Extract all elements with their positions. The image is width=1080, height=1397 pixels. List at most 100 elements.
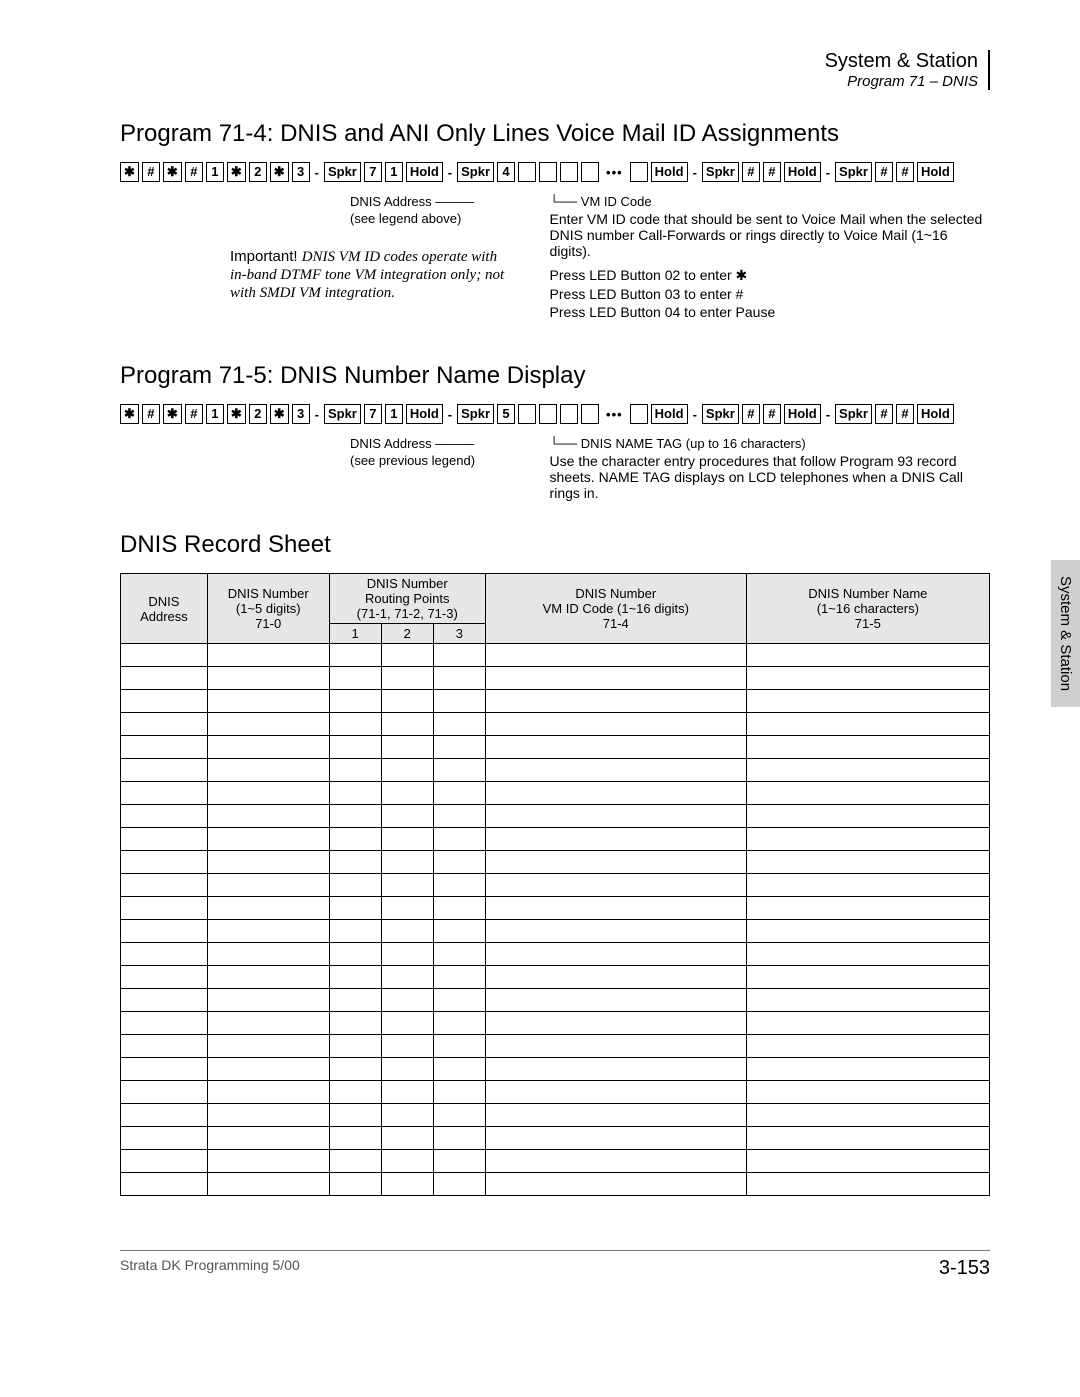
key-empty (581, 404, 599, 424)
table-cell (329, 713, 381, 736)
sep: - (313, 407, 321, 422)
table-cell (381, 1058, 433, 1081)
sep: - (446, 165, 454, 180)
table-cell (433, 1058, 485, 1081)
table-cell (485, 920, 746, 943)
annotations-71-4: DNIS Address ——— (see legend above) Impo… (120, 192, 990, 322)
key: 3 (292, 404, 310, 424)
table-cell (329, 736, 381, 759)
table-cell (381, 667, 433, 690)
table-cell (329, 1104, 381, 1127)
table-cell (329, 897, 381, 920)
table-cell (207, 1150, 329, 1173)
table-cell (381, 943, 433, 966)
annotations-71-5: DNIS Address ——— (see previous legend) └… (120, 434, 990, 503)
table-row (121, 1150, 990, 1173)
table-cell (329, 828, 381, 851)
table-cell (207, 1081, 329, 1104)
table-cell (207, 1127, 329, 1150)
table-cell (329, 644, 381, 667)
table-cell (121, 897, 208, 920)
table-cell (381, 874, 433, 897)
table-cell (121, 1104, 208, 1127)
key-hold: Hold (651, 162, 688, 182)
annot-right-l3: Press LED Button 04 to enter Pause (550, 304, 990, 320)
table-cell (485, 828, 746, 851)
table-row (121, 1058, 990, 1081)
table-cell (121, 805, 208, 828)
col-dnis-address: DNIS Address (121, 574, 208, 644)
key-spkr: Spkr (702, 162, 739, 182)
key: 7 (364, 162, 382, 182)
annot2-left-2: (see previous legend) (350, 453, 510, 468)
keystrip-71-4: ✱ # ✱ # 1 ✱ 2 ✱ 3 - Spkr 7 1 Hold - Spkr… (120, 162, 990, 182)
table-row (121, 1035, 990, 1058)
page-footer: Strata DK Programming 5/00 3-153 (120, 1250, 990, 1280)
table-cell (746, 805, 989, 828)
table-cell (746, 759, 989, 782)
table-cell (207, 1104, 329, 1127)
header-main: System & Station (120, 50, 978, 73)
table-cell (746, 828, 989, 851)
table-cell (485, 851, 746, 874)
key-spkr: Spkr (457, 162, 494, 182)
table-cell (329, 667, 381, 690)
table-cell (121, 943, 208, 966)
table-cell (746, 644, 989, 667)
table-cell (746, 1058, 989, 1081)
annot2-right-body: Use the character entry procedures that … (550, 453, 990, 501)
dots: ••• (602, 407, 627, 422)
section2-title: Program 71-5: DNIS Number Name Display (120, 362, 990, 390)
table-cell (485, 782, 746, 805)
table-cell (121, 966, 208, 989)
table-cell (207, 943, 329, 966)
table-cell (329, 943, 381, 966)
table-cell (121, 1173, 208, 1196)
key: # (142, 404, 160, 424)
table-cell (433, 644, 485, 667)
table-row (121, 1127, 990, 1150)
key: ✱ (227, 162, 246, 182)
table-cell (121, 759, 208, 782)
table-cell (746, 1035, 989, 1058)
key: ✱ (120, 404, 139, 424)
table-cell (746, 920, 989, 943)
table-cell (433, 1035, 485, 1058)
key: 7 (364, 404, 382, 424)
table-row (121, 690, 990, 713)
footer-page-number: 3-153 (939, 1257, 990, 1280)
table-cell (433, 782, 485, 805)
table-cell (381, 1104, 433, 1127)
table-cell (329, 759, 381, 782)
table-row (121, 736, 990, 759)
key-empty (560, 404, 578, 424)
table-cell (746, 851, 989, 874)
table-cell (746, 736, 989, 759)
key-hold: Hold (406, 404, 443, 424)
table-cell (746, 897, 989, 920)
table-cell (207, 920, 329, 943)
table-cell (207, 874, 329, 897)
key-empty (539, 404, 557, 424)
table-row (121, 667, 990, 690)
table-cell (485, 1127, 746, 1150)
sep: - (824, 407, 832, 422)
side-tab: System & Station (1051, 560, 1080, 707)
table-cell (381, 1127, 433, 1150)
table-cell (485, 667, 746, 690)
dnis-record-table: DNIS Address DNIS Number (1~5 digits) 71… (120, 573, 990, 1196)
table-cell (746, 667, 989, 690)
key: 1 (206, 162, 224, 182)
table-cell (381, 920, 433, 943)
table-cell (207, 759, 329, 782)
table-cell (329, 690, 381, 713)
table-cell (485, 874, 746, 897)
table-row (121, 1081, 990, 1104)
sep: - (824, 165, 832, 180)
table-cell (207, 736, 329, 759)
table-cell (746, 1150, 989, 1173)
annot-left-2: (see legend above) (350, 211, 510, 226)
sep: - (691, 407, 699, 422)
table-cell (381, 828, 433, 851)
table-cell (746, 1104, 989, 1127)
